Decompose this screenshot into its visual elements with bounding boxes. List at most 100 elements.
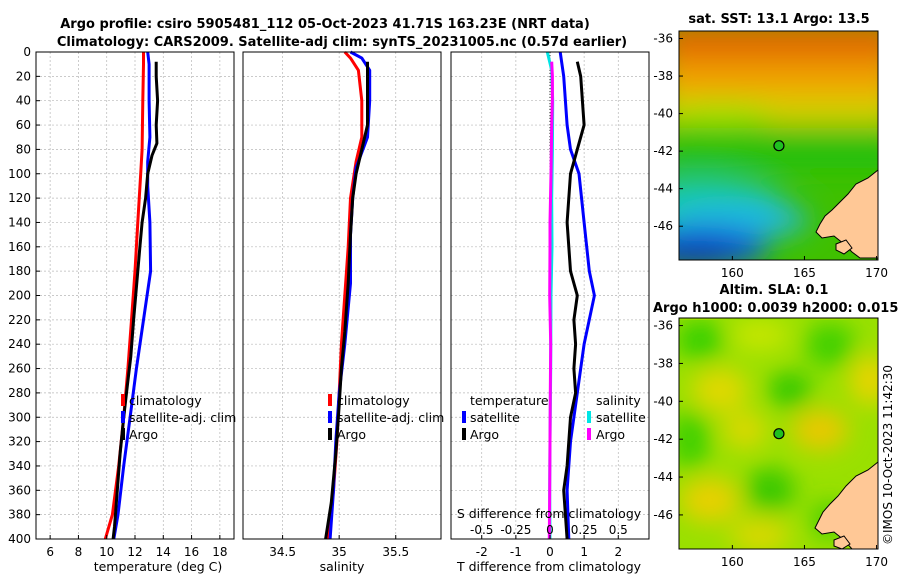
legend-label-satellite-adj: satellite-adj. clim [129,410,236,425]
y-tick-label: 240 [8,337,31,351]
temperature-xlabel: temperature (deg C) [94,559,223,574]
salinity-axes-frame [242,51,442,540]
x-tick-label: 8 [75,545,83,559]
diff-legend-swatch-t-argo [462,428,466,440]
diff-legend-label-s-argo: Argo [596,427,625,442]
diff-legend-label-t-argo: Argo [470,427,499,442]
y-tick-label: 380 [8,508,31,522]
sal-legend-label-satellite-adj: satellite-adj. clim [337,410,444,425]
x-tick-label: 14 [156,545,171,559]
s-diff-tick-label: 0 [546,523,554,537]
sla-map: Altim. SLA: 0.1 Argo h1000: 0.0039 h2000… [653,283,898,569]
x-tick-label: -2 [476,545,488,559]
series-line-satellite-adj-clim [112,51,153,540]
diff-legend-title-temperature: temperature [470,393,549,408]
diff-legend-swatch-s-satellite [587,411,591,423]
difference-legend: temperature satellite Argo salinity sate… [462,393,646,442]
map-y-tick-label: -42 [653,144,673,158]
temperature-legend: climatology satellite-adj. clim Argo [121,393,236,442]
sst-argo-marker [773,140,785,152]
s-diff-tick-label: 0.5 [609,523,628,537]
y-tick-label: 320 [8,435,31,449]
x-tick-label: 34.5 [269,545,296,559]
sst-map: sat. SST: 13.1 Argo: 13.5 -36 -38 -40 -42 -4… [653,12,888,280]
sla-argo-marker [773,428,785,440]
sst-map-title: sat. SST: 13.1 Argo: 13.5 [688,12,869,27]
series-line-s-argo [547,61,554,540]
legend-label-argo: Argo [129,427,158,442]
salinity-legend: climatology satellite-adj. clim Argo [328,393,444,442]
s-diff-tick-label: -0.5 [470,523,493,537]
figure-title-line2: Climatology: CARS2009. Satellite-adj cli… [57,35,627,50]
salinity-xlabel: salinity [320,559,365,574]
y-tick-label: 180 [8,264,31,278]
y-tick-label: 0 [23,45,31,59]
sst-land-mass [815,169,878,259]
y-tick-label: 300 [8,410,31,424]
y-tick-label: 360 [8,483,31,497]
series-line-argo [324,61,369,540]
map-y-tick-label: -38 [653,69,673,83]
x-tick-label: 0 [546,545,554,559]
map-x-tick-label: 160 [721,266,744,280]
sal-legend-label-argo: Argo [337,427,366,442]
diff-legend-label-t-satellite: satellite [470,410,520,425]
y-tick-label: 60 [16,118,31,132]
map-y-tick-label: -42 [653,432,673,446]
sla-map-field [679,318,878,549]
sal-legend-swatch-satellite-adj [328,411,332,423]
y-tick-label: 200 [8,289,31,303]
temperature-panel: 0 20 40 60 80 100 120 140 160 180 200 220 240 260 280 3… [8,45,236,574]
x-tick-label: 2 [614,545,622,559]
diff-legend-label-s-satellite: satellite [596,410,646,425]
s-diff-tick-label: -0.25 [500,523,531,537]
sal-legend-swatch-argo [328,428,332,440]
map-y-tick-label: -44 [653,470,673,484]
map-x-tick-label: 170 [865,266,888,280]
y-tick-label: 80 [16,142,31,156]
series-line-argo [111,61,160,540]
difference-secondary-xlabel: S difference from climatology [457,506,642,521]
sla-map-title: Altim. SLA: 0.1 [720,283,829,298]
map-y-tick-label: -44 [653,182,673,196]
x-tick-label: 12 [127,545,142,559]
salinity-panel: 34.5 35 35.5 salinity climatology satellit… [242,50,444,574]
difference-xlabel: T difference from climatology [456,559,642,574]
sal-legend-label-climatology: climatology [337,393,410,408]
y-tick-label: 140 [8,215,31,229]
y-tick-label: 220 [8,313,31,327]
imos-credit: ©IMOS 10-Oct-2023 11:42:30 [881,365,895,545]
series-line-t-argo [562,61,586,540]
diff-legend-swatch-s-argo [587,428,591,440]
y-tick-label: 100 [8,167,31,181]
legend-swatch-climatology [121,394,125,406]
figure-title-line1: Argo profile: csiro 5905481_112 05-Oct-2… [60,17,590,32]
map-y-tick-label: -40 [653,394,673,408]
series-line-t-satellite [558,51,596,540]
y-tick-label: 340 [8,459,31,473]
diff-legend-swatch-t-satellite [462,411,466,423]
map-y-tick-label: -46 [653,508,673,522]
legend-swatch-satellite-adj [121,411,125,423]
y-tick-label: 40 [16,94,31,108]
map-y-tick-label: -40 [653,107,673,121]
diff-legend-title-salinity: salinity [596,393,641,408]
y-tick-label: 280 [8,386,31,400]
sla-land-mass [814,461,878,549]
map-y-tick-label: -38 [653,356,673,370]
x-tick-label: 1 [580,545,588,559]
difference-panel: -2 -1 0 1 2 -0.5 -0.25 0 0.25 0.5 T difference f… [450,51,650,574]
map-y-tick-label: -36 [653,32,673,46]
map-y-tick-label: -36 [653,319,673,333]
map-x-tick-label: 165 [793,555,816,569]
x-tick-label: 10 [99,545,114,559]
map-x-tick-label: 160 [721,555,744,569]
s-diff-tick-label: 0.25 [571,523,598,537]
y-tick-label: 160 [8,240,31,254]
y-tick-label: 120 [8,191,31,205]
x-tick-label: 35.5 [382,545,409,559]
y-tick-label: 260 [8,362,31,376]
map-x-tick-label: 165 [793,266,816,280]
x-tick-label: -1 [510,545,522,559]
